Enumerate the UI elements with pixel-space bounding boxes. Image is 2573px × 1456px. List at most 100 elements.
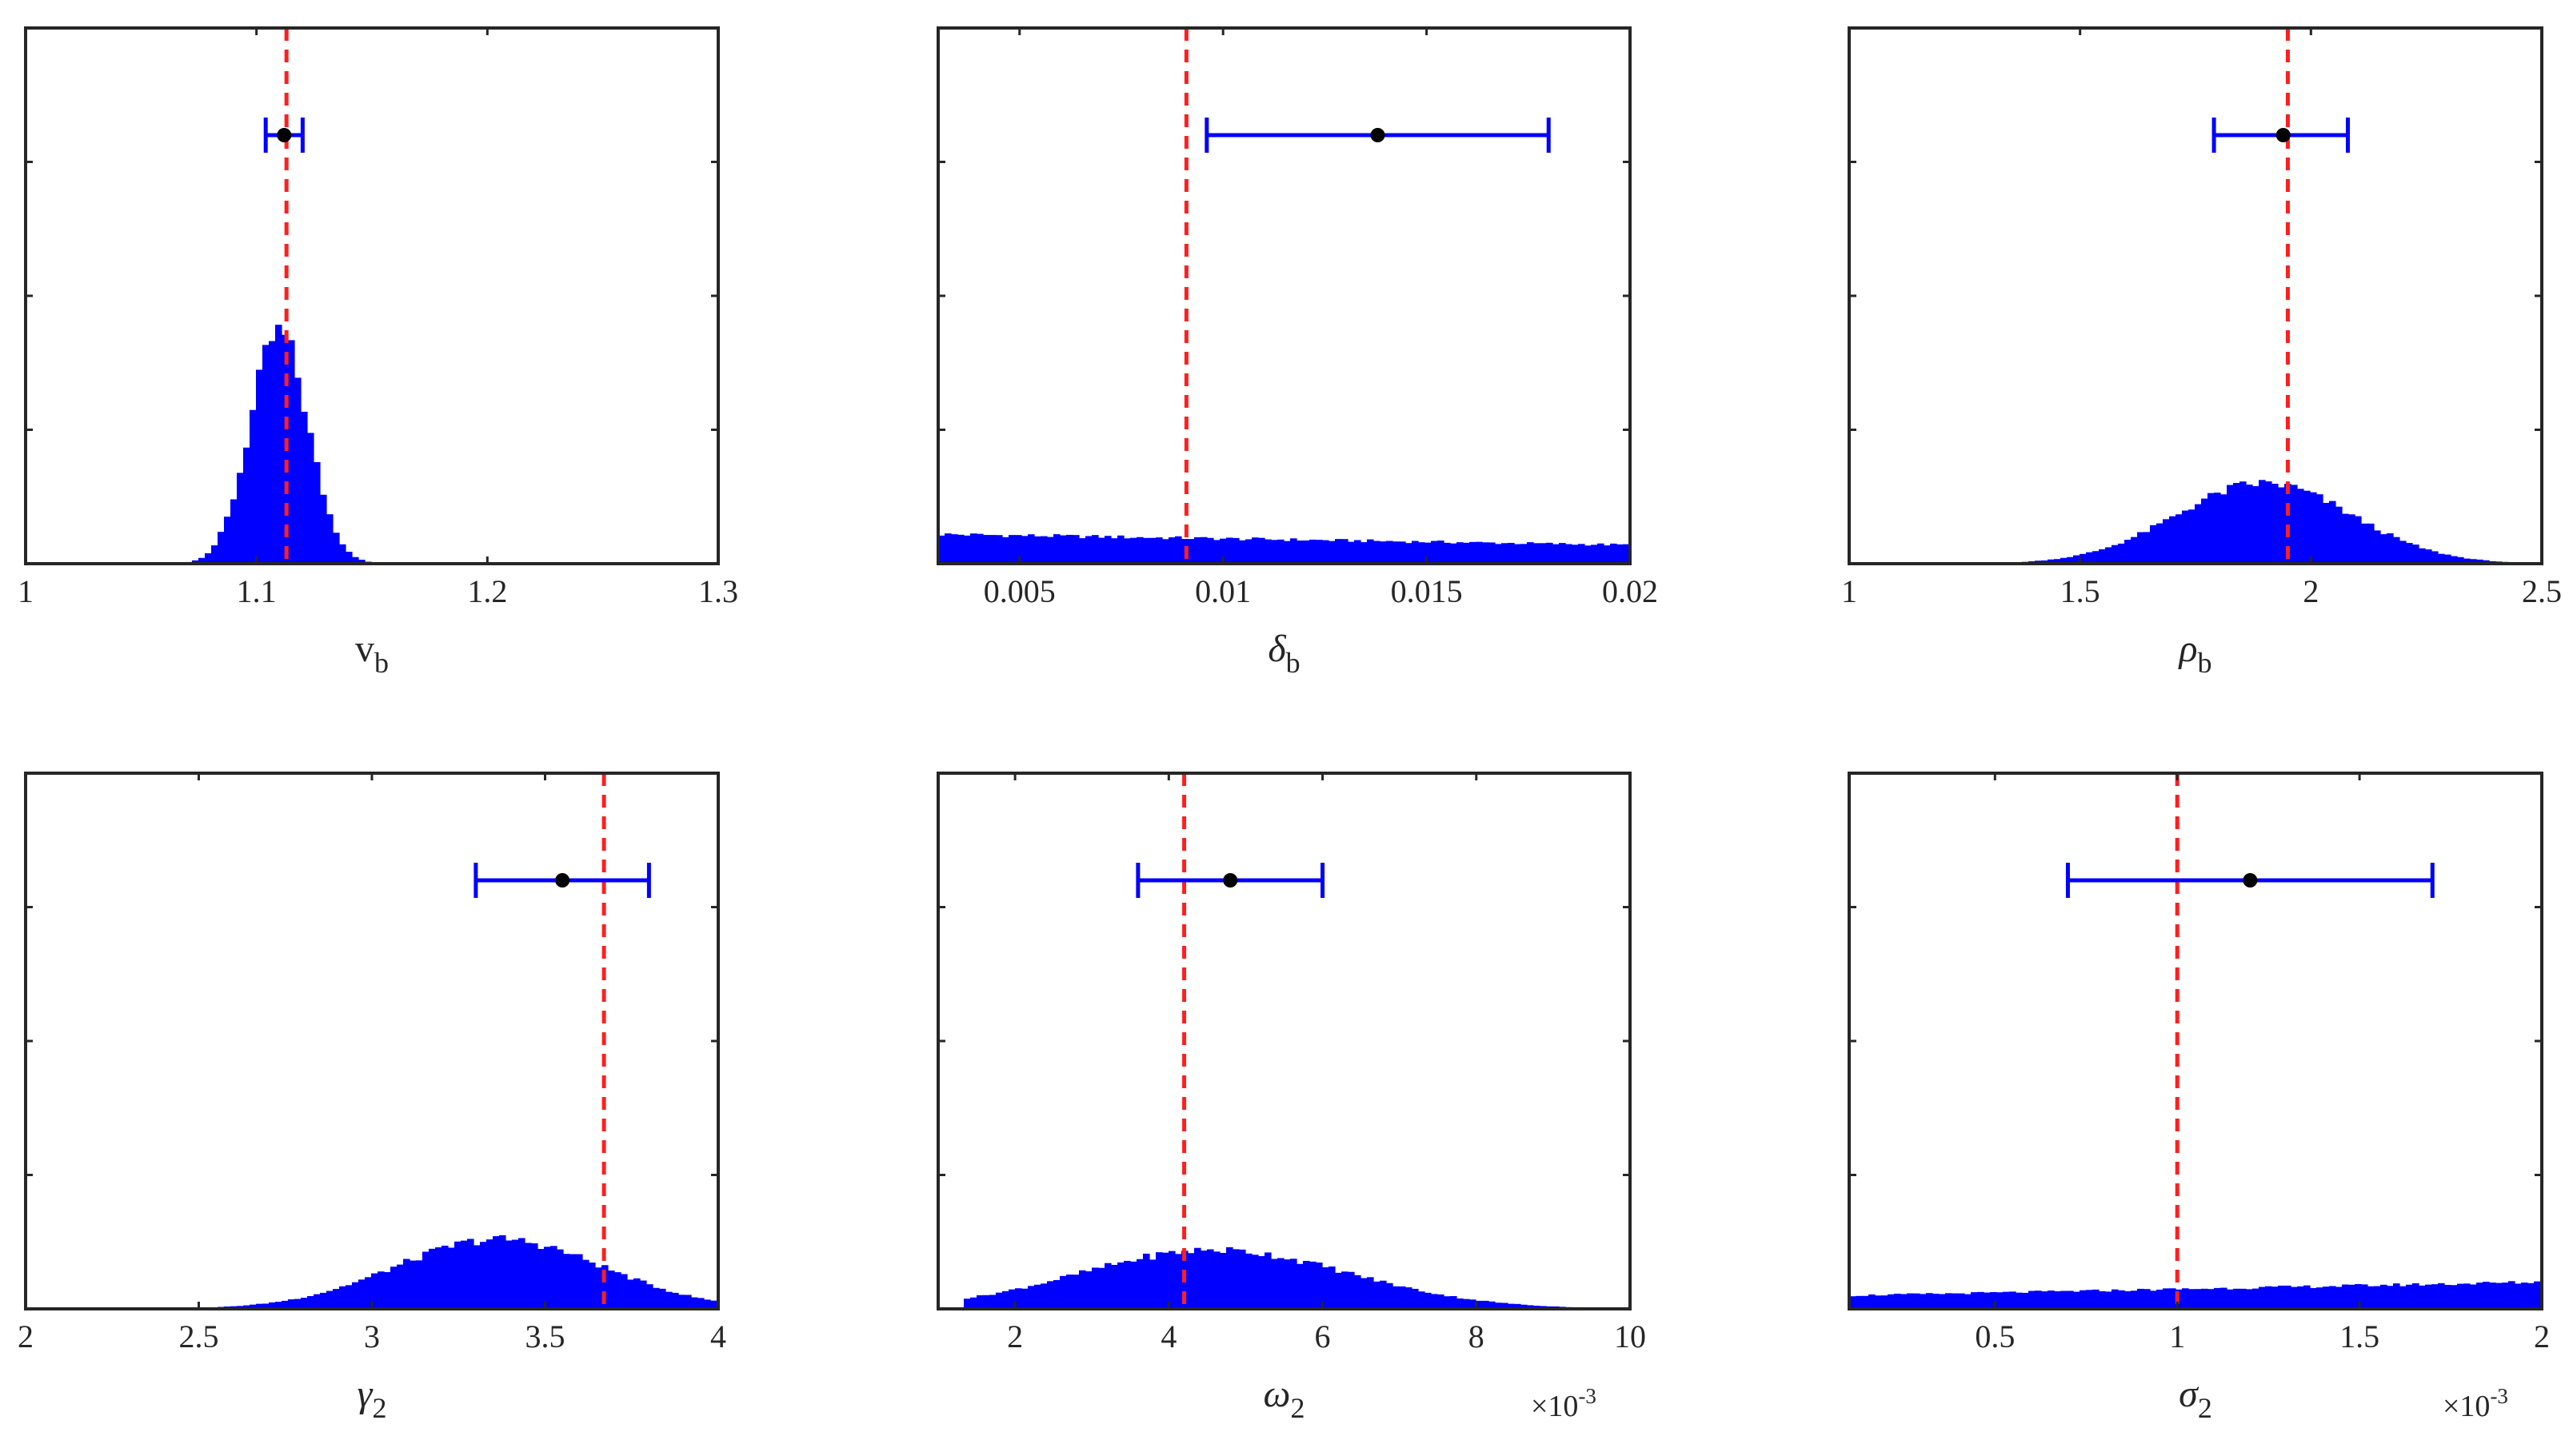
estimate-marker xyxy=(555,873,570,888)
histogram-bin xyxy=(1335,1272,1342,1309)
histogram-bin xyxy=(1060,535,1067,564)
histogram-bin xyxy=(2527,1282,2535,1309)
histogram-bin xyxy=(1565,544,1572,564)
axis-ticks xyxy=(24,773,720,1309)
histogram-bin xyxy=(2016,1292,2023,1309)
axis-ticks xyxy=(1848,28,2543,564)
x-axis-subscript: b xyxy=(374,647,389,679)
histogram-bin xyxy=(358,560,366,564)
histogram-bin xyxy=(1463,542,1470,564)
histogram-bin xyxy=(2220,494,2227,564)
histogram-bin xyxy=(2367,1286,2375,1309)
histogram-bin xyxy=(2393,537,2400,564)
histogram-bin xyxy=(1162,1252,1169,1309)
histogram-bin xyxy=(2188,509,2195,564)
histogram-bin xyxy=(951,534,958,564)
histogram-bin xyxy=(486,1239,493,1309)
histogram-bars xyxy=(1990,480,2515,564)
histogram-bin xyxy=(1085,536,1093,564)
histogram-bin xyxy=(250,409,257,564)
histogram-bin xyxy=(493,1236,500,1309)
histogram-bin xyxy=(1290,538,1297,564)
histogram-bin xyxy=(1322,1267,1329,1309)
histogram-bin xyxy=(2086,1290,2093,1309)
x-tick-label: 1 xyxy=(2169,1318,2185,1354)
histogram-bin xyxy=(2265,481,2272,564)
axis-ticks xyxy=(938,773,1632,1309)
histogram-bin xyxy=(243,447,250,564)
histogram-bin xyxy=(1271,540,1278,564)
histogram-bin xyxy=(2297,1286,2304,1309)
histogram-bin xyxy=(1623,544,1630,564)
histogram-bin xyxy=(697,1298,705,1309)
histogram-bin xyxy=(970,533,977,564)
histogram-bin xyxy=(646,1284,653,1309)
histogram-bin xyxy=(435,1247,442,1309)
histogram-bin xyxy=(2316,1287,2323,1309)
histogram-bin xyxy=(390,1267,398,1309)
histogram-bin xyxy=(1092,1267,1099,1309)
histogram-bin xyxy=(2118,1290,2125,1309)
histogram-bin xyxy=(2297,489,2304,564)
histogram-bin xyxy=(1616,544,1624,564)
histogram-bin xyxy=(2457,556,2464,564)
histogram-bin xyxy=(1392,1286,1400,1309)
histogram-bin xyxy=(2041,560,2048,564)
histogram-bin xyxy=(1105,1263,1112,1309)
histogram-bin xyxy=(685,1294,692,1309)
axes-frame xyxy=(937,26,1632,565)
histogram-bin xyxy=(1169,1251,1176,1309)
histogram-bin xyxy=(1303,1260,1310,1309)
histogram-bin xyxy=(339,1286,346,1309)
histogram-bin xyxy=(2483,1282,2490,1309)
histogram-bin xyxy=(1290,1259,1297,1309)
histogram-bin xyxy=(1373,541,1380,564)
histogram-bin xyxy=(1309,1261,1316,1309)
histogram-bin xyxy=(1002,1290,1009,1309)
histogram-bin xyxy=(2156,1289,2163,1309)
histogram-bin xyxy=(2080,1290,2087,1309)
exponent-label: ×10-3 xyxy=(2443,1384,2508,1423)
histogram-bin xyxy=(2303,490,2311,564)
histogram-bin xyxy=(2291,1286,2298,1309)
histogram-bin xyxy=(2169,516,2176,564)
histogram-bin xyxy=(1213,540,1221,564)
estimate-marker xyxy=(277,128,292,142)
x-axis-symbol: γ xyxy=(358,1373,374,1415)
x-tick-label: 4 xyxy=(1161,1318,1177,1354)
histogram-bin xyxy=(996,535,1003,564)
histogram-bin xyxy=(346,1285,353,1309)
histogram-bin xyxy=(2323,503,2330,564)
histogram-bin xyxy=(2310,492,2317,564)
histogram-bin xyxy=(1303,540,1310,564)
histogram-bin xyxy=(1533,543,1540,564)
histogram-bin xyxy=(1849,1296,1856,1309)
histogram-bin xyxy=(1862,1295,1869,1309)
histogram-bin xyxy=(441,1245,449,1309)
axes-frame xyxy=(937,772,1632,1310)
x-tick-labels: 1 1.5 2 2.5 xyxy=(1841,573,2562,609)
histogram-bin xyxy=(1584,545,1592,564)
histogram-bin xyxy=(371,1273,378,1309)
histogram-bin xyxy=(1469,1299,1476,1309)
histogram-bin xyxy=(454,1241,461,1309)
histogram-bin xyxy=(2144,532,2151,564)
histogram-bin xyxy=(269,341,276,564)
histogram-bin xyxy=(314,461,321,564)
x-tick-label: 3.5 xyxy=(525,1318,565,1354)
histogram-bin xyxy=(448,1247,455,1309)
histogram-bin xyxy=(1926,1293,1933,1309)
histogram-bin xyxy=(218,532,225,564)
histogram-bin xyxy=(1021,536,1029,564)
histogram-bin xyxy=(333,1289,340,1309)
histogram-bin xyxy=(1354,540,1361,564)
histogram-bars xyxy=(179,325,378,564)
histogram-bin xyxy=(1520,544,1528,564)
histogram-bin xyxy=(2374,530,2381,564)
histogram-bin xyxy=(2348,514,2355,564)
x-tick-label: 6 xyxy=(1315,1318,1331,1354)
histogram-bin xyxy=(2252,486,2259,564)
histogram-bin xyxy=(288,1299,295,1309)
histogram-bin xyxy=(1245,539,1253,564)
histogram-bin xyxy=(2182,1288,2189,1309)
